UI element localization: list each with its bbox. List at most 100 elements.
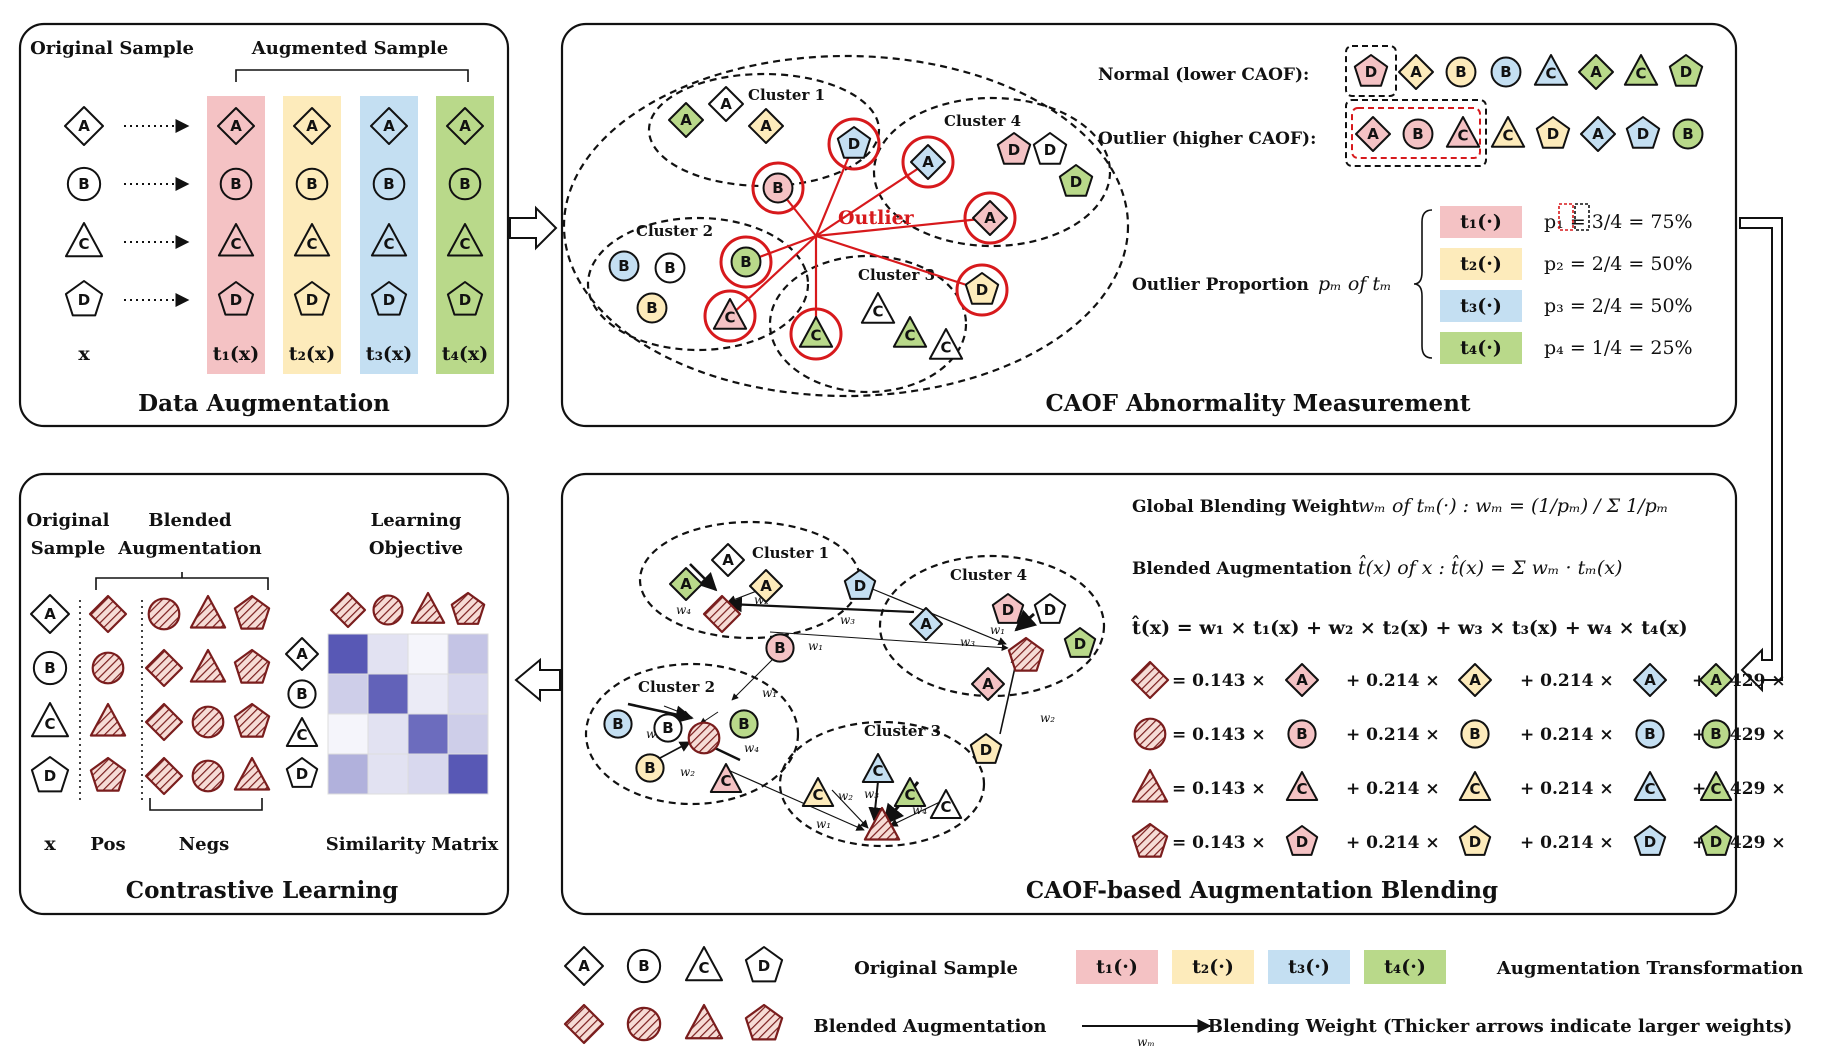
legend-original-A: A [564,946,604,986]
p2-sample-8-letter: C [940,338,951,356]
aug-t1-D-letter: D [230,291,242,309]
p3-sample-2-letter: A [760,577,772,595]
aug-t1-A: A [217,107,255,145]
p3-sample-15-letter: C [812,786,823,804]
p2-outlier-6-letter: C [810,326,821,344]
outlier-row-1-letter: B [1412,125,1423,143]
p3-blended-A [702,594,742,634]
weight-label-4: w₃ [960,635,975,649]
matrix-cell-3-3 [447,753,489,795]
x-label: x [78,343,90,365]
original-sample-label: Original Sample [30,38,194,59]
eq-A-t2: A [1458,663,1492,697]
p2-outlier-0: B [751,161,805,215]
p2-sample-6-letter: C [872,302,883,320]
eq-B-coef-1: + 0.214 × [1346,725,1440,745]
panel-title-caof: CAOF Abnormality Measurement [1045,390,1470,417]
p3-sample-8: B [765,633,795,663]
p2-sample-2: A [748,108,784,144]
normal-row-label: Normal (lower CAOF): [1098,65,1309,85]
original-D-letter: D [78,291,90,309]
aug-t3-A: A [370,107,408,145]
eq-A-t4-letter: A [1710,671,1722,689]
p2-outlier-5: C [703,289,757,343]
p2-sample-11: D [1058,164,1094,197]
weight-label-6: w₂ [1040,711,1055,725]
eq-C-t3-letter: C [1644,780,1655,798]
p3-sample-16: C [861,753,895,783]
eq-blended-B [1133,717,1167,751]
normal-row-4-letter: C [1545,64,1556,82]
p3-sample-6-letter: D [1044,601,1056,619]
eq-C-t2-letter: C [1469,780,1480,798]
global-weight-math: wₘ of tₘ(·) : wₘ = (1/pₘ) / Σ 1/pₘ [1358,495,1668,517]
eq-D-t3-letter: D [1644,833,1656,851]
eq-C-t3: C [1633,771,1667,801]
normal-row-2: B [1445,56,1477,88]
t2-tag: t₂(·) [1460,253,1502,275]
p2-outlier-7-letter: D [976,281,988,299]
p2-sample-6: C [860,292,896,324]
legend-blended-B [626,1006,662,1042]
outlier-row-1: B [1402,118,1434,150]
panel-caof-measurement: Cluster 1 Cluster 2 Cluster 3 Cluster 4 … [560,22,1738,428]
p3-sample-18: C [929,789,963,819]
eq-A-t2-letter: A [1469,671,1481,689]
eq-B-t3: B [1635,719,1665,749]
aug-t2-D: D [293,281,331,316]
p4-neg-D-1 [191,759,225,793]
p2-sample-10: D [1032,132,1068,165]
aug-t1-B: B [219,167,253,201]
p3-blended-B [687,721,721,755]
outlier-row-2-letter: C [1457,126,1468,144]
normal-row-7: D [1668,54,1704,87]
similarity-matrix: A B C D [285,591,489,795]
aug-t2-B: B [295,167,329,201]
p4-original-D-letter: D [44,767,56,785]
p3-sample-1: A [711,543,745,577]
p4-neg-B-0 [144,648,184,688]
p3-blended-D [1007,636,1045,672]
weight-label-12: w₁ [816,817,831,831]
p2-sample-3: B [608,250,640,282]
matrix-cell-0-3 [447,633,489,675]
original-B: B [66,166,102,202]
original-samples: A B C D [64,106,190,317]
t2-tag-box [1440,248,1522,280]
matrix-cell-1-3 [447,673,489,715]
outlier-proportion-math: pₘ of tₘ [1318,273,1392,295]
aug-t3-A-letter: A [383,117,395,135]
p3-sample-7: D [1063,627,1097,658]
p3-sample-18-letter: C [940,798,951,816]
p4-objective-line2: Objective [369,538,463,559]
eq-A-t1: A [1285,663,1319,697]
p4-neg-A-0 [147,597,181,631]
aug-t1-A-letter: A [230,117,242,135]
p3-sample-14-letter: C [720,772,731,790]
p3-sample-19: D [969,733,1003,764]
eq-B-t1-letter: B [1296,725,1307,743]
p2-sample-5: B [636,292,668,324]
p3-sample-0-letter: A [680,575,692,593]
aug-t1-C: C [217,223,255,257]
aug-t2-D-letter: D [306,291,318,309]
eq-C-t1-letter: C [1296,780,1307,798]
p3-sample-17: C [893,777,927,807]
p2-sample-7-letter: C [904,326,915,344]
p3-sample-8-letter: B [774,639,785,657]
t4-tag-box [1440,332,1522,364]
augmentation-columns: A A A A B B B B C C C C D D D D [207,96,494,374]
p4-original-line2: Sample [31,538,106,559]
matrix-row-A: A [285,637,319,671]
normal-row-6-letter: C [1635,64,1646,82]
normal-row-0-letter: D [1365,63,1377,81]
aug-t3-C: C [370,223,408,257]
aug-t4-A: A [446,107,484,145]
p4-x-label: x [44,833,56,855]
eq-D-t1: D [1285,825,1319,856]
p3-sample-15: C [801,777,835,807]
legend-blended-label: Blended Augmentation [814,1016,1047,1037]
legend-arrow-desc: Blending Weight (Thicker arrows indicate… [1208,1016,1792,1037]
t1-tag: t₁(·) [1460,211,1502,233]
